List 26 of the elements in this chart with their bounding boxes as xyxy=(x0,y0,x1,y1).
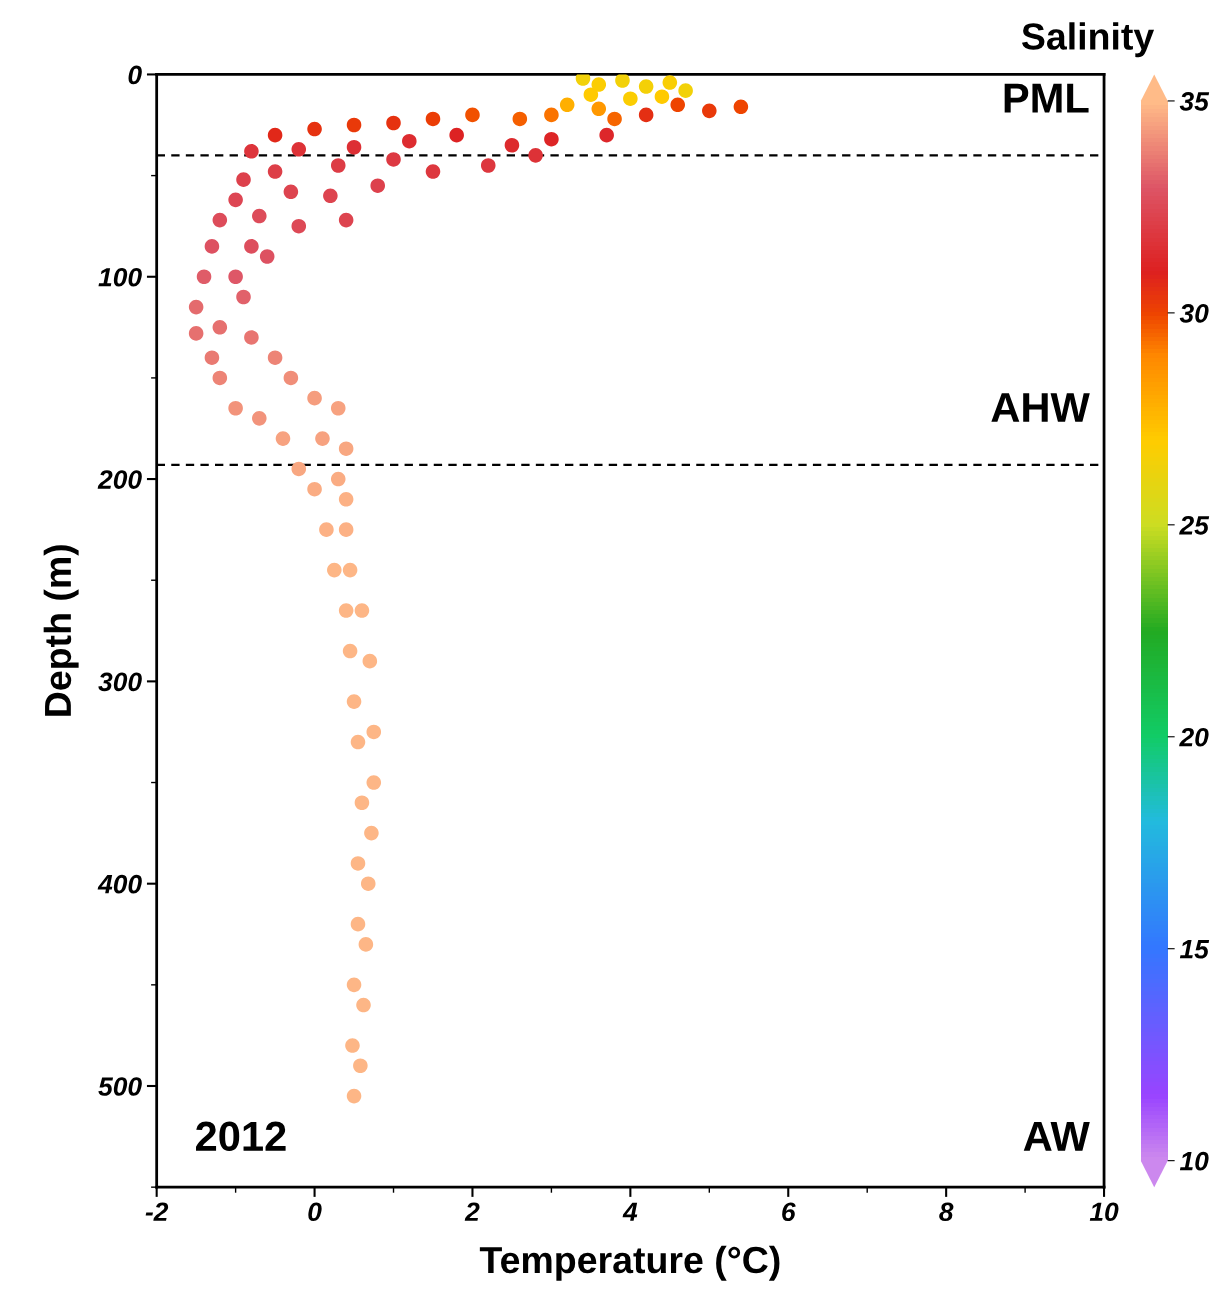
annotation: PML xyxy=(1004,83,1089,113)
x-tick-label: 6 xyxy=(782,1202,796,1222)
y-tick-label: 500 xyxy=(98,1077,142,1096)
annotation: AW xyxy=(1023,1122,1090,1151)
x-tick-label: 8 xyxy=(939,1202,954,1222)
color-bar-label: 20 xyxy=(1179,727,1209,747)
x-tick-label: 10 xyxy=(1089,1202,1119,1222)
x-tick-label: 4 xyxy=(622,1202,638,1221)
y-tick-label: 100 xyxy=(98,267,142,287)
y-tick-label: 400 xyxy=(97,874,142,894)
color-bar-label: 10 xyxy=(1179,1151,1209,1171)
color-bar-label: 35 xyxy=(1179,92,1210,111)
x-axis-title: Temperature (°C) xyxy=(479,1245,780,1281)
x-tick-label: 2 xyxy=(464,1202,480,1221)
color-bar-label: 15 xyxy=(1179,940,1210,959)
y-axis-title: Depth (m) xyxy=(43,545,79,716)
color-bar-label: 30 xyxy=(1179,304,1209,323)
y-tick-label: 300 xyxy=(98,672,142,692)
color-bar-label: 25 xyxy=(1179,515,1210,535)
color-bar-title: Salinity xyxy=(1021,22,1155,58)
x-tick-label: -2 xyxy=(145,1202,169,1221)
y-tick-label: 200 xyxy=(97,470,142,489)
annotation: AHW xyxy=(991,393,1090,422)
y-tick-label: 0 xyxy=(128,65,142,85)
annotation: 2012 xyxy=(196,1121,286,1152)
x-tick-label: 0 xyxy=(308,1202,322,1222)
